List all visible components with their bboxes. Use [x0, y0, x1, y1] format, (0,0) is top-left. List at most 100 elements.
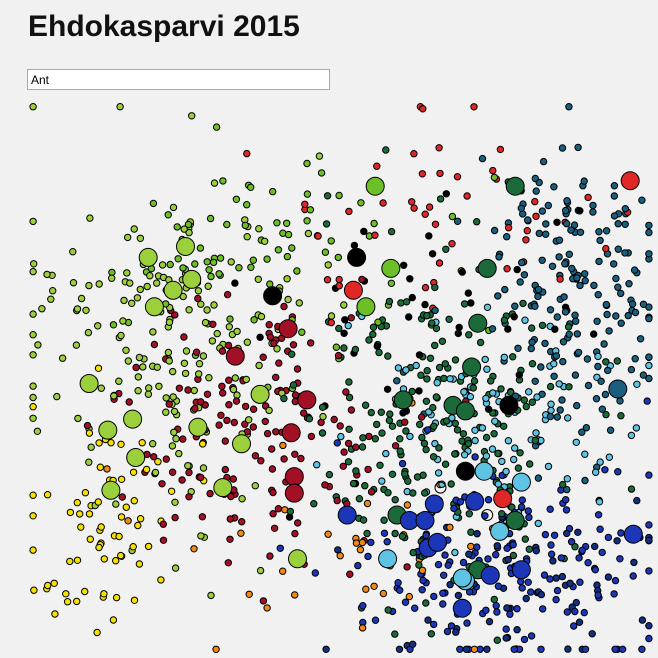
candidate-point[interactable]	[238, 518, 246, 526]
candidate-point[interactable]	[151, 468, 160, 477]
candidate-point[interactable]	[497, 385, 505, 393]
candidate-point[interactable]	[617, 412, 625, 420]
candidate-point[interactable]	[132, 363, 140, 372]
candidate-point[interactable]	[172, 435, 180, 443]
candidate-point[interactable]	[612, 274, 620, 283]
candidate-point[interactable]	[602, 410, 610, 419]
candidate-point[interactable]	[600, 340, 608, 348]
candidate-point[interactable]	[303, 159, 311, 168]
candidate-point[interactable]	[610, 192, 618, 200]
candidate-point[interactable]	[405, 313, 413, 321]
candidate-point[interactable]	[77, 523, 85, 531]
candidate-point[interactable]	[592, 395, 601, 403]
candidate-point[interactable]	[367, 408, 375, 417]
candidate-point[interactable]	[97, 384, 106, 392]
candidate-point[interactable]	[419, 576, 427, 585]
candidate-point[interactable]	[473, 530, 481, 538]
candidate-point[interactable]	[352, 443, 360, 451]
candidate-point[interactable]	[322, 220, 331, 228]
elected-candidate-point[interactable]	[455, 461, 475, 481]
candidate-point[interactable]	[204, 282, 212, 290]
candidate-point[interactable]	[532, 187, 540, 195]
candidate-point[interactable]	[297, 454, 305, 463]
candidate-point[interactable]	[94, 364, 103, 372]
candidate-point[interactable]	[638, 616, 647, 624]
candidate-point[interactable]	[249, 405, 258, 413]
candidate-point[interactable]	[180, 225, 188, 233]
candidate-point[interactable]	[456, 498, 465, 506]
candidate-point[interactable]	[601, 390, 610, 399]
candidate-point[interactable]	[562, 496, 570, 504]
candidate-point[interactable]	[451, 548, 459, 557]
candidate-point[interactable]	[435, 259, 444, 267]
candidate-point[interactable]	[318, 403, 327, 411]
candidate-point[interactable]	[227, 492, 235, 501]
candidate-point[interactable]	[416, 420, 424, 429]
candidate-point[interactable]	[516, 278, 524, 286]
candidate-point[interactable]	[223, 220, 231, 229]
candidate-point[interactable]	[337, 432, 345, 441]
candidate-point[interactable]	[418, 566, 427, 574]
candidate-point[interactable]	[493, 636, 501, 644]
candidate-point[interactable]	[273, 219, 281, 227]
candidate-point[interactable]	[175, 449, 183, 458]
candidate-point[interactable]	[494, 449, 502, 458]
candidate-point[interactable]	[153, 279, 161, 287]
candidate-point[interactable]	[29, 351, 37, 359]
candidate-point[interactable]	[243, 201, 251, 209]
candidate-point[interactable]	[387, 279, 396, 288]
candidate-point[interactable]	[340, 344, 348, 352]
candidate-point[interactable]	[226, 315, 234, 323]
candidate-point[interactable]	[345, 425, 353, 433]
candidate-point[interactable]	[391, 630, 399, 638]
candidate-point[interactable]	[238, 495, 246, 503]
candidate-point[interactable]	[367, 488, 376, 496]
candidate-point[interactable]	[602, 244, 610, 253]
candidate-point[interactable]	[250, 316, 258, 324]
candidate-point[interactable]	[645, 250, 653, 258]
candidate-point[interactable]	[109, 321, 118, 329]
candidate-point[interactable]	[401, 470, 409, 478]
candidate-point[interactable]	[112, 593, 121, 602]
candidate-point[interactable]	[618, 645, 627, 653]
candidate-point[interactable]	[594, 362, 602, 371]
candidate-point[interactable]	[591, 542, 599, 551]
candidate-point[interactable]	[471, 453, 479, 461]
candidate-point[interactable]	[110, 392, 118, 400]
candidate-point[interactable]	[518, 496, 526, 504]
candidate-point[interactable]	[242, 375, 251, 384]
candidate-point[interactable]	[270, 524, 279, 532]
candidate-point[interactable]	[225, 323, 234, 331]
candidate-point[interactable]	[129, 468, 138, 476]
elected-candidate-point[interactable]	[176, 237, 195, 256]
candidate-point[interactable]	[412, 361, 420, 370]
candidate-point[interactable]	[573, 274, 581, 282]
candidate-point[interactable]	[165, 357, 173, 365]
candidate-point[interactable]	[261, 417, 269, 426]
candidate-point[interactable]	[454, 591, 463, 600]
candidate-point[interactable]	[564, 414, 572, 422]
candidate-point[interactable]	[553, 313, 561, 321]
candidate-point[interactable]	[359, 434, 367, 442]
candidate-point[interactable]	[377, 408, 385, 416]
candidate-point[interactable]	[440, 571, 448, 579]
candidate-point[interactable]	[604, 366, 612, 375]
candidate-point[interactable]	[645, 361, 653, 370]
elected-candidate-point[interactable]	[381, 258, 401, 278]
candidate-point[interactable]	[184, 386, 192, 394]
candidate-point[interactable]	[482, 606, 490, 614]
candidate-point[interactable]	[63, 598, 72, 606]
candidate-point[interactable]	[221, 465, 230, 474]
candidate-point[interactable]	[565, 383, 573, 391]
candidate-point[interactable]	[178, 476, 186, 484]
candidate-point[interactable]	[627, 431, 636, 440]
candidate-point[interactable]	[521, 535, 529, 543]
candidate-point[interactable]	[440, 374, 448, 383]
candidate-point[interactable]	[517, 204, 525, 213]
candidate-point[interactable]	[478, 424, 487, 432]
candidate-point[interactable]	[227, 258, 235, 266]
candidate-point[interactable]	[379, 199, 387, 207]
candidate-point[interactable]	[574, 348, 583, 357]
candidate-point[interactable]	[283, 219, 291, 228]
candidate-point[interactable]	[182, 347, 191, 355]
